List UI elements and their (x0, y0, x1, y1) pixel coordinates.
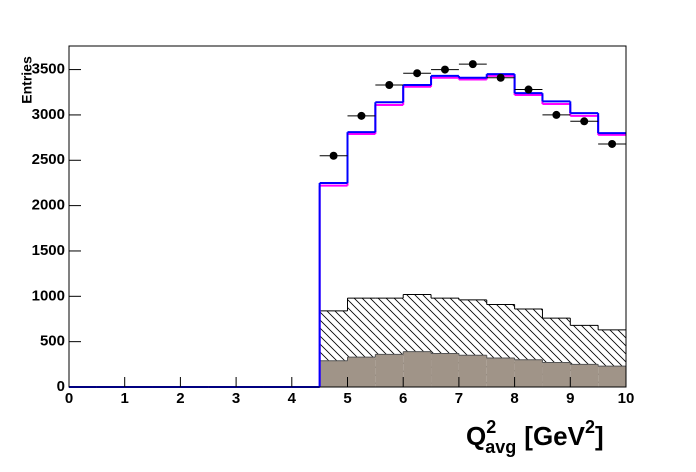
bin-fill (431, 353, 459, 387)
y-tick-label: 1500 (32, 242, 65, 259)
data-point (552, 110, 561, 119)
bin-fill (570, 364, 599, 387)
y-tick-label: 1000 (32, 287, 65, 304)
bin-fill (319, 360, 348, 387)
x-tick-label: 1 (121, 390, 129, 407)
x-label-sup: 2 (486, 417, 496, 437)
y-tick-label: 0 (57, 378, 65, 395)
x-label-unit-sup: 2 (585, 417, 595, 437)
data-point (357, 111, 366, 120)
x-label-unit: [GeV (524, 421, 585, 451)
y-axis-label: Entries (19, 56, 35, 104)
y-tick-label: 3500 (32, 61, 65, 78)
bin-fill (486, 357, 515, 387)
data-point (468, 60, 477, 69)
bin-fill (458, 355, 487, 387)
x-label-close: ] (595, 421, 604, 451)
x-tick-label: 8 (510, 390, 518, 407)
data-point (524, 85, 533, 94)
bin-fill (514, 359, 543, 387)
bin-fill (542, 362, 571, 387)
data-point (580, 117, 589, 126)
x-tick-label: 2 (176, 390, 184, 407)
y-tick-label: 500 (40, 333, 65, 350)
data-point (385, 80, 394, 89)
bin-fill (347, 357, 376, 387)
data-point (496, 73, 505, 82)
x-tick-label: 5 (343, 390, 351, 407)
x-tick-label: 10 (618, 390, 635, 407)
x-label-base: Q (466, 421, 486, 451)
x-tick-label: 0 (65, 390, 73, 407)
y-tick-label: 2000 (32, 197, 65, 214)
data-point (608, 139, 617, 148)
bin-fill (403, 351, 432, 387)
x-tick-label: 6 (399, 390, 407, 407)
y-tick-label: 2500 (32, 151, 65, 168)
x-tick-label: 4 (288, 390, 297, 407)
x-label-sub: avg (485, 437, 516, 457)
y-tick-label: 3000 (32, 106, 65, 123)
data-point (413, 69, 422, 78)
data-point (440, 65, 449, 74)
x-tick-label: 3 (232, 390, 240, 407)
bin-fill (598, 366, 626, 387)
data-point (329, 151, 338, 160)
plot-area (69, 60, 626, 388)
x-tick-label: 9 (566, 390, 574, 407)
x-axis-label: Q2 avg [GeV2] (466, 417, 604, 457)
x-tick-label: 7 (455, 390, 463, 407)
bin-fill (375, 354, 404, 387)
